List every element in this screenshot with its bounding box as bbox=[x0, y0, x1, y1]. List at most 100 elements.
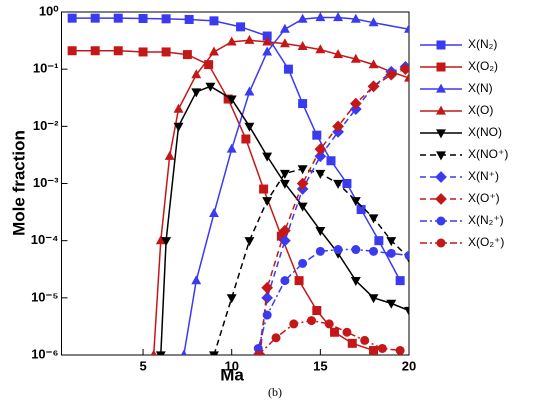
data-point bbox=[262, 36, 273, 46]
legend-marker bbox=[436, 238, 446, 248]
data-point bbox=[369, 345, 379, 355]
y-tick-label: 10⁰ bbox=[39, 3, 59, 18]
y-axis-label: Mole fraction bbox=[9, 130, 28, 236]
data-point bbox=[262, 152, 273, 162]
data-point bbox=[261, 291, 274, 304]
data-point bbox=[315, 12, 326, 22]
data-point bbox=[226, 36, 237, 46]
data-point bbox=[236, 22, 246, 32]
data-point bbox=[244, 34, 255, 44]
legend-label: X(O₂⁺) bbox=[468, 235, 504, 249]
data-point bbox=[395, 345, 405, 355]
data-point bbox=[350, 277, 361, 287]
data-point bbox=[297, 41, 308, 51]
legend-label: X(O₂) bbox=[468, 59, 498, 73]
data-point bbox=[356, 205, 366, 215]
data-point bbox=[164, 150, 175, 160]
data-point bbox=[138, 13, 148, 23]
data-point bbox=[226, 95, 237, 105]
legend-marker bbox=[435, 171, 447, 183]
legend-marker bbox=[436, 83, 446, 93]
data-point bbox=[262, 46, 273, 56]
x-axis-label: Ma bbox=[220, 365, 244, 384]
data-point bbox=[333, 12, 344, 22]
data-point bbox=[161, 47, 171, 57]
data-point bbox=[262, 197, 273, 207]
data-point bbox=[367, 80, 380, 93]
data-point bbox=[173, 122, 184, 132]
data-point bbox=[297, 202, 308, 212]
caption: (b) bbox=[268, 385, 282, 399]
data-point bbox=[350, 197, 361, 207]
data-point bbox=[404, 251, 409, 261]
data-point bbox=[150, 349, 157, 355]
data-point bbox=[315, 44, 326, 54]
data-point bbox=[312, 130, 322, 140]
y-tick-label: 10⁻⁵ bbox=[31, 289, 58, 304]
legend-marker bbox=[435, 193, 447, 205]
data-point bbox=[297, 165, 308, 175]
data-point bbox=[161, 14, 171, 24]
legend-label: X(NO⁺) bbox=[468, 147, 508, 161]
data-point bbox=[209, 46, 219, 56]
data-point bbox=[298, 258, 308, 268]
data-point bbox=[326, 156, 336, 166]
y-tick-label: 10⁻² bbox=[33, 118, 59, 133]
data-point bbox=[279, 38, 290, 48]
data-point bbox=[209, 16, 219, 26]
data-point bbox=[342, 179, 352, 188]
data-point bbox=[315, 246, 325, 256]
x-tick-label: 20 bbox=[402, 358, 416, 373]
data-point bbox=[314, 143, 327, 155]
data-point bbox=[138, 47, 148, 57]
data-point bbox=[259, 184, 269, 194]
data-point bbox=[296, 177, 309, 190]
data-point bbox=[155, 235, 166, 245]
data-point bbox=[315, 227, 326, 237]
legend-label: X(O) bbox=[468, 103, 493, 117]
data-point bbox=[244, 122, 255, 132]
data-point bbox=[180, 349, 187, 355]
series-line bbox=[257, 66, 406, 355]
data-point bbox=[209, 351, 219, 355]
y-tick-label: 10⁻³ bbox=[33, 175, 59, 190]
data-point bbox=[67, 46, 77, 56]
data-point bbox=[226, 143, 237, 153]
data-point bbox=[386, 299, 397, 309]
data-point bbox=[404, 23, 409, 33]
data-point bbox=[368, 17, 379, 27]
plot-frame bbox=[61, 11, 410, 356]
data-point bbox=[205, 82, 216, 92]
data-point bbox=[191, 275, 202, 285]
data-point bbox=[404, 306, 409, 316]
legend-label: X(N) bbox=[468, 81, 493, 95]
data-point bbox=[332, 120, 344, 133]
data-point bbox=[173, 103, 184, 113]
data-point bbox=[161, 237, 172, 247]
legend-label: X(O⁺) bbox=[468, 191, 500, 205]
data-point bbox=[347, 338, 357, 348]
legend-marker bbox=[436, 105, 446, 115]
data-point bbox=[386, 248, 396, 258]
data-point bbox=[350, 13, 361, 23]
data-point bbox=[113, 13, 123, 23]
data-point bbox=[324, 319, 334, 329]
legend-label: X(N⁺) bbox=[468, 169, 499, 183]
data-point bbox=[368, 294, 379, 304]
data-point bbox=[279, 169, 290, 179]
series-line bbox=[259, 68, 406, 355]
data-point bbox=[244, 86, 255, 96]
data-point bbox=[349, 97, 362, 110]
data-point bbox=[289, 319, 299, 329]
data-point bbox=[204, 60, 214, 70]
data-point bbox=[377, 343, 387, 353]
data-point bbox=[374, 236, 384, 246]
data-point bbox=[368, 214, 379, 224]
data-point bbox=[385, 68, 398, 81]
data-point bbox=[67, 13, 77, 23]
data-point bbox=[90, 13, 100, 23]
legend-marker bbox=[436, 62, 446, 72]
data-point bbox=[262, 31, 272, 41]
data-point bbox=[226, 294, 237, 304]
